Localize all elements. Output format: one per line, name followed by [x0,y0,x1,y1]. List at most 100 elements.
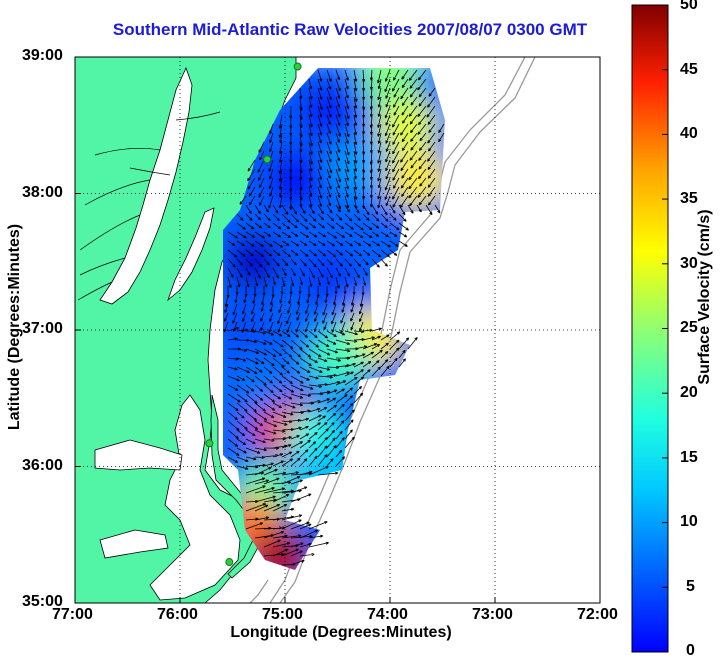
velocity-arrow [263,204,269,213]
velocity-arrow [227,249,238,258]
velocity-arrow [314,312,319,322]
velocity-arrow [272,453,284,458]
velocity-arrow [308,414,322,422]
velocity-arrow [353,69,358,82]
velocity-arrow [317,249,327,257]
velocity-arrow [341,294,346,306]
velocity-arrow [371,222,380,229]
velocity-arrow [392,78,400,92]
velocity-arrow [392,114,400,128]
velocity-arrow [290,402,304,407]
velocity-arrow [335,348,351,353]
velocity-arrow [272,503,288,512]
velocity-arrow [371,249,382,258]
velocity-arrow [306,294,310,304]
velocity-arrow [243,294,247,304]
velocity-arrow [280,285,284,295]
velocity-arrow [385,69,391,82]
velocity-arrow [308,240,317,247]
velocity-arrow [385,168,391,180]
velocity-arrow [427,150,436,162]
velocity-arrow [377,96,382,108]
velocity-arrow [408,69,418,81]
velocity-arrow [377,123,382,137]
velocity-arrow [317,445,328,458]
velocity-arrow [227,384,239,391]
velocity-arrow [408,105,418,117]
velocity-arrow [427,168,436,179]
velocity-arrow [418,150,427,161]
velocity-arrow [344,213,353,222]
velocity-arrow [317,105,323,118]
velocity-arrow [272,231,282,238]
velocity-arrow [335,168,342,183]
velocity-arrow [362,240,372,247]
velocity-arrow [299,330,309,338]
velocity-arrow [289,285,293,295]
velocity-arrow [344,267,351,277]
velocity-arrow [290,435,300,440]
velocity-arrow [260,321,265,331]
velocity-arrow [331,321,337,333]
velocity-arrow [227,429,239,439]
velocity-arrow [317,87,323,100]
velocity-arrow [281,420,293,424]
velocity-arrow [263,539,281,548]
velocity-arrow [227,357,239,361]
velocity-arrow [398,222,409,231]
velocity-arrow [377,159,382,172]
velocity-arrow [245,204,252,215]
velocity-arrow [380,249,390,258]
velocity-arrow [299,458,308,467]
velocity-arrow [299,409,311,413]
velocity-arrow [299,366,311,374]
velocity-arrow [335,437,345,449]
x-tick-label: 77:00 [52,606,93,623]
velocity-arrow [227,258,236,268]
velocity-arrow [392,195,400,208]
velocity-arrow [362,336,375,341]
velocity-arrow [236,438,247,446]
velocity-arrow [392,168,400,181]
velocity-arrow [371,360,380,368]
velocity-arrow [308,521,328,530]
chesapeake-bay [99,66,193,305]
velocity-arrow [350,294,355,306]
velocity-arrow [384,123,391,137]
velocity-arrow [380,213,389,222]
velocity-arrow [427,159,436,170]
velocity-arrow [272,204,279,214]
velocity-arrow [269,168,274,180]
velocity-arrow [326,348,339,354]
velocity-arrow [326,222,335,229]
velocity-arrow [245,456,257,461]
velocity-arrow [245,411,258,421]
velocity-arrow [401,141,409,151]
velocity-arrow [236,240,245,247]
velocity-arrow [254,204,261,215]
velocity-arrow [299,168,303,180]
velocity-arrow [344,395,354,404]
velocity-arrow [350,312,355,322]
velocity-arrow [290,357,300,365]
velocity-arrow [335,267,342,277]
velocity-arrow [344,195,350,209]
velocity-arrow [417,105,427,117]
velocity-arrow [326,373,337,377]
velocity-arrow [258,168,265,181]
velocity-arrow [326,258,333,266]
velocity-arrow [353,386,363,395]
velocity-arrow [393,96,400,108]
velocity-arrow [263,420,278,427]
velocity-arrow [326,339,337,345]
velocity-arrow [353,159,358,172]
velocity-arrow [290,441,303,449]
x-tick-label: 75:00 [262,606,303,623]
velocity-arrow [359,294,364,307]
velocity-arrow [247,159,256,172]
velocity-arrow [427,114,436,125]
velocity-arrow [299,141,303,153]
velocity-arrow [308,132,313,147]
velocity-arrow [317,366,331,371]
y-axis-label: Latitude (Degrees:Minutes) [6,223,23,431]
